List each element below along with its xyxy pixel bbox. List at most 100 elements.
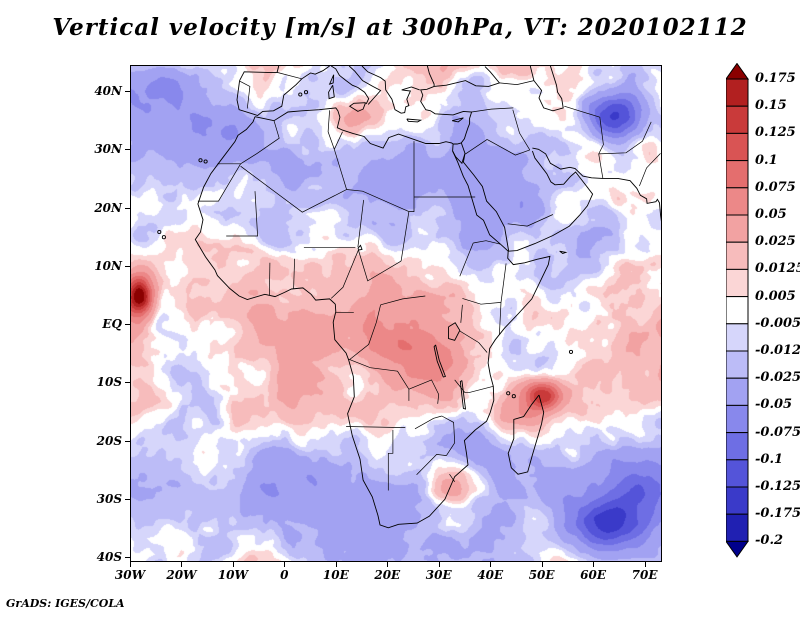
coastline [361, 66, 420, 114]
country-border [459, 330, 488, 353]
country-border [240, 165, 347, 213]
country-border [293, 258, 295, 290]
lat-tick [125, 382, 130, 384]
country-border [380, 295, 426, 306]
colorbar-label: 0.0125 [755, 261, 800, 277]
map-plot [130, 65, 662, 562]
colorbar-label: 0.125 [755, 125, 796, 141]
country-border [277, 72, 302, 80]
plot-title: Vertical velocity [m/s] at 300hPa, VT: 2… [52, 14, 748, 41]
colorbar-label: 0.05 [755, 207, 787, 222]
colorbar-cell [726, 105, 749, 134]
colorbar-label: 0.15 [755, 98, 787, 114]
coastline [529, 66, 564, 112]
coastline [348, 102, 367, 112]
island-mark [506, 391, 511, 396]
lat-tick [125, 324, 130, 326]
lon-tick [387, 562, 389, 567]
coastline [426, 66, 435, 87]
coastline [328, 74, 335, 85]
country-border [564, 105, 600, 118]
colorbar-cell [726, 214, 749, 243]
lat-tick-label: 20S [96, 433, 122, 448]
colorbar-cell [726, 350, 749, 379]
lat-tick [125, 440, 130, 442]
coastline [532, 147, 661, 222]
island-mark [303, 90, 309, 95]
country-border [226, 191, 258, 237]
lon-tick [181, 562, 183, 567]
country-border [414, 415, 442, 430]
country-border [499, 263, 507, 335]
island-mark [568, 349, 574, 354]
coastline [452, 142, 466, 165]
colorbar-label: -0.025 [755, 370, 800, 386]
country-border [400, 211, 410, 262]
island-mark [511, 394, 516, 399]
lon-tick-label: 10E [322, 568, 349, 582]
colorbar-label: -0.2 [755, 533, 784, 549]
country-border [346, 189, 410, 212]
country-border [449, 474, 455, 482]
colorbar-label: -0.005 [755, 315, 800, 331]
coastline [194, 107, 551, 529]
colorbar-label: 0.075 [755, 179, 796, 195]
grads-attribution: GrADS: IGES/COLA [6, 597, 125, 610]
colorbar-cell [726, 78, 749, 107]
country-border [330, 249, 359, 299]
lon-tick-label: 60E [580, 568, 607, 582]
lat-tick [125, 265, 130, 267]
colorbar-cell [726, 377, 749, 406]
colorbar-cell [726, 513, 749, 542]
island-mark [198, 158, 203, 163]
colorbar-arrow [726, 63, 749, 80]
coastline [236, 66, 330, 117]
colorbar-cell [726, 486, 749, 515]
country-border [462, 298, 502, 305]
country-border [598, 117, 604, 179]
lon-tick-label: 40E [477, 568, 504, 582]
country-border [357, 199, 364, 248]
lat-tick-label: 10N [94, 258, 122, 273]
country-border [471, 107, 514, 113]
colorbar-label: 0.025 [755, 234, 796, 250]
colorbar-cell [726, 268, 749, 298]
shaded-field-canvas [131, 66, 661, 561]
lon-tick [438, 562, 440, 567]
lon-tick [232, 562, 234, 567]
coastline [462, 150, 594, 252]
map-overlay [157, 66, 661, 529]
coastline [420, 66, 501, 144]
colorbar-bar [726, 63, 749, 558]
country-border [639, 153, 661, 187]
lat-tick [125, 498, 130, 500]
lon-tick-label: 10W [217, 568, 248, 582]
lon-tick-label: 70E [631, 568, 658, 582]
colorbar-cell [726, 241, 749, 270]
country-border [387, 430, 394, 491]
country-border [416, 454, 447, 476]
colorbar: 0.175 0.15 0.125 0.1 0.075 0.05 0.025 0.0125 0.0… [726, 63, 800, 563]
colorbar-arrow [726, 540, 749, 558]
lon-tick-label: 30W [114, 568, 146, 582]
coastline [559, 250, 568, 255]
colorbar-label: -0.125 [755, 479, 800, 494]
country-border [349, 304, 381, 360]
colorbar-cell [726, 187, 749, 216]
country-border [333, 149, 347, 190]
country-border [486, 139, 530, 156]
lat-tick-label: 30N [94, 142, 122, 157]
colorbar-cell [726, 432, 749, 461]
lon-tick [593, 562, 595, 567]
country-border [333, 131, 343, 150]
lon-tick [490, 562, 492, 567]
colorbar-cell [726, 160, 749, 189]
country-border [473, 240, 501, 245]
coastline [357, 244, 363, 251]
country-border [454, 379, 494, 394]
colorbar-label: -0.0125 [755, 343, 800, 358]
lon-tick [541, 562, 543, 567]
lon-tick [284, 562, 286, 567]
country-border [408, 379, 440, 404]
coastline [328, 84, 335, 100]
